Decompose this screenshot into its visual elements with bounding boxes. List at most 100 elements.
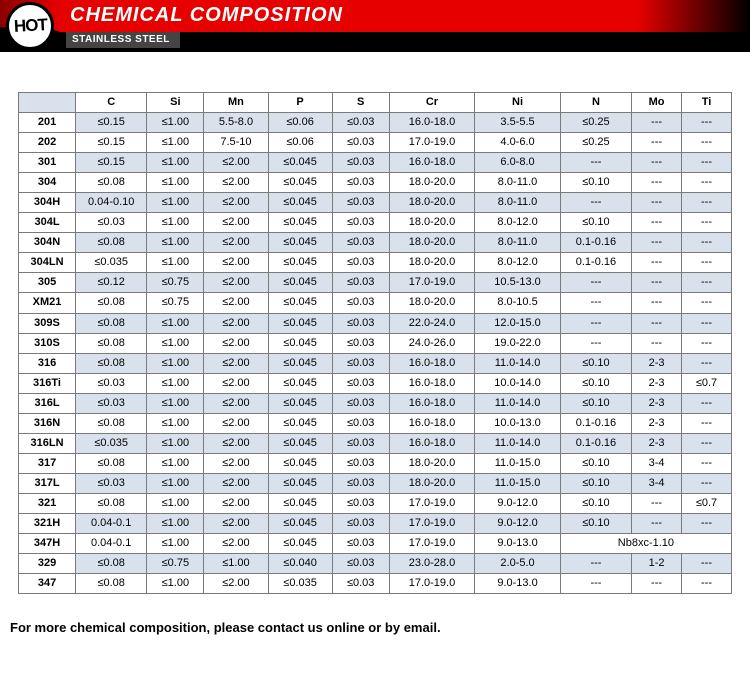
cell: ≤0.03 [332,513,389,533]
cell: --- [682,153,732,173]
cell: 11.0-14.0 [475,393,561,413]
cell: 11.0-14.0 [475,353,561,373]
cell: ≤0.03 [332,193,389,213]
cell: 16.0-18.0 [389,353,475,373]
cell: 18.0-20.0 [389,233,475,253]
row-header: 202 [19,133,76,153]
cell: 24.0-26.0 [389,333,475,353]
cell: ≤0.08 [76,353,147,373]
cell: ≤0.03 [332,253,389,273]
cell: --- [632,493,682,513]
row-header: 329 [19,554,76,574]
cell: ≤0.040 [268,554,332,574]
cell: 0.1-0.16 [560,433,631,453]
table-row: 202≤0.15≤1.007.5-10≤0.06≤0.0317.0-19.04.… [19,133,732,153]
cell: --- [560,554,631,574]
cell: 17.0-19.0 [389,513,475,533]
row-header: 304 [19,173,76,193]
cell: --- [632,213,682,233]
cell: ≤2.00 [204,353,268,373]
cell: ≤0.045 [268,493,332,513]
cell: ≤2.00 [204,574,268,594]
cell: ≤0.045 [268,534,332,554]
cell: ≤0.10 [560,213,631,233]
cell: ≤1.00 [147,513,204,533]
cell: ≤0.08 [76,233,147,253]
cell: ≤0.045 [268,153,332,173]
cell: 4.0-6.0 [475,133,561,153]
cell: ≤0.03 [332,453,389,473]
table-row: 301≤0.15≤1.00≤2.00≤0.045≤0.0316.0-18.06.… [19,153,732,173]
cell: ≤0.12 [76,273,147,293]
cell: 0.04-0.10 [76,193,147,213]
row-header: 317L [19,473,76,493]
cell: ≤0.75 [147,293,204,313]
cell: ≤0.75 [147,554,204,574]
col-header-ni: Ni [475,93,561,113]
cell: --- [682,273,732,293]
cell: Nb8xc-1.10 [560,534,731,554]
cell: 8.0-12.0 [475,213,561,233]
cell: ≤0.06 [268,113,332,133]
cell: ≤1.00 [204,554,268,574]
table-row: 304LN≤0.035≤1.00≤2.00≤0.045≤0.0318.0-20.… [19,253,732,273]
col-header-ti: Ti [682,93,732,113]
cell: 8.0-12.0 [475,253,561,273]
cell: --- [682,413,732,433]
row-header: 304H [19,193,76,213]
cell: ≤1.00 [147,433,204,453]
cell: ≤0.045 [268,433,332,453]
cell: ≤1.00 [147,373,204,393]
cell: --- [682,393,732,413]
cell: --- [560,273,631,293]
table-row: 304N≤0.08≤1.00≤2.00≤0.045≤0.0318.0-20.08… [19,233,732,253]
cell: ≤2.00 [204,273,268,293]
row-header: 316 [19,353,76,373]
cell: --- [632,253,682,273]
cell: 0.04-0.1 [76,513,147,533]
cell: ≤2.00 [204,333,268,353]
cell: 16.0-18.0 [389,413,475,433]
cell: ≤0.08 [76,554,147,574]
page-subtitle: STAINLESS STEEL [66,32,180,48]
cell: ≤0.03 [332,534,389,554]
cell: ≤2.00 [204,413,268,433]
cell: 2-3 [632,353,682,373]
cell: 3-4 [632,453,682,473]
cell: ≤2.00 [204,453,268,473]
cell: 2-3 [632,373,682,393]
cell: ≤0.15 [76,113,147,133]
table-row: 310S≤0.08≤1.00≤2.00≤0.045≤0.0324.0-26.01… [19,333,732,353]
col-header-mn: Mn [204,93,268,113]
cell: --- [632,173,682,193]
cell: ≤2.00 [204,393,268,413]
cell: 19.0-22.0 [475,333,561,353]
cell: ≤2.00 [204,373,268,393]
cell: 18.0-20.0 [389,293,475,313]
row-header: 304L [19,213,76,233]
cell: ≤0.08 [76,453,147,473]
cell: 2-3 [632,433,682,453]
cell: ≤0.08 [76,173,147,193]
table-row: 201≤0.15≤1.005.5-8.0≤0.06≤0.0316.0-18.03… [19,113,732,133]
cell: 17.0-19.0 [389,493,475,513]
cell: --- [560,333,631,353]
cell: ≤0.03 [332,393,389,413]
table-row: 317L≤0.03≤1.00≤2.00≤0.045≤0.0318.0-20.01… [19,473,732,493]
cell: --- [560,293,631,313]
table-row: 329≤0.08≤0.75≤1.00≤0.040≤0.0323.0-28.02.… [19,554,732,574]
cell: ≤0.03 [332,173,389,193]
cell: ≤0.03 [332,153,389,173]
cell: ≤0.10 [560,513,631,533]
cell: ≤2.00 [204,293,268,313]
cell: 8.0-11.0 [475,173,561,193]
cell: ≤2.00 [204,313,268,333]
cell: 2-3 [632,393,682,413]
cell: --- [632,273,682,293]
cell: --- [682,353,732,373]
cell: ≤1.00 [147,453,204,473]
cell: ≤0.03 [332,473,389,493]
composition-table: CSiMnPSCrNiNMoTi 201≤0.15≤1.005.5-8.0≤0.… [18,92,732,594]
cell: 5.5-8.0 [204,113,268,133]
cell: ≤0.03 [332,293,389,313]
